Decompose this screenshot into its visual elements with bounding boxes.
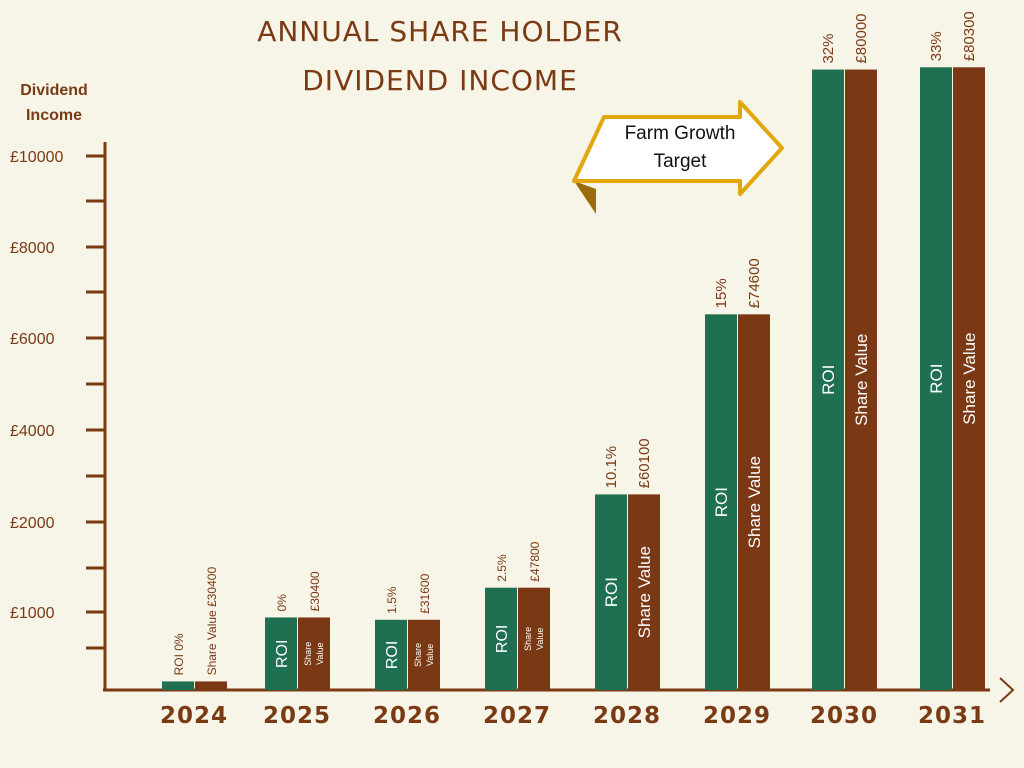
roi-value-label: ROI 0%: [172, 633, 186, 675]
y-axis-label-line1: Dividend: [20, 82, 88, 99]
roi-value-label: 2.5%: [495, 554, 509, 582]
roi-value-label: 1.5%: [385, 586, 399, 614]
roi-inner-label: ROI: [927, 364, 946, 394]
x-tick-label: 2027: [483, 703, 551, 729]
share-value-bar: [298, 617, 330, 690]
roi-bar: [705, 314, 737, 690]
roi-bar: [812, 69, 844, 691]
y-axis-label-line2: Income: [25, 107, 82, 124]
roi-bar: [920, 67, 952, 690]
share-value-label: £31600: [418, 573, 432, 613]
share-value-bar: [738, 314, 770, 690]
share-inner-label: Value: [535, 628, 545, 650]
share-value-bar: [953, 67, 985, 690]
share-inner-label: Share Value: [852, 334, 871, 426]
y-tick-label: £4000: [10, 423, 55, 440]
share-value-bar: [408, 619, 440, 690]
share-inner-label: Share: [413, 643, 423, 667]
share-inner-label: Share: [523, 627, 533, 651]
roi-value-label: 10.1%: [603, 446, 620, 489]
y-axis-label: Dividend Income: [8, 78, 100, 128]
roi-inner-label: ROI: [602, 577, 621, 607]
roi-bar: [375, 619, 407, 690]
callout-shadow: [574, 181, 596, 214]
roi-inner-label: ROI: [494, 625, 511, 653]
share-inner-label: Value: [425, 644, 435, 666]
y-tick-label: £1000: [10, 605, 55, 622]
x-tick-label: 2024: [160, 703, 228, 729]
x-tick-label: 2028: [593, 703, 661, 729]
share-value-label: £80300: [961, 11, 978, 61]
x-tick-label: 2031: [918, 703, 986, 729]
share-inner-label: Share: [303, 642, 313, 666]
share-inner-label: Share Value: [745, 456, 764, 548]
roi-inner-label: ROI: [384, 641, 401, 669]
share-value-bar: [845, 69, 877, 691]
share-value-label: Share Value £30400: [205, 567, 219, 676]
bars: [162, 67, 985, 691]
callout-text-line1: Farm Growth: [624, 123, 736, 144]
x-tick-label: 2025: [263, 703, 331, 729]
callout-text-line2: Target: [653, 151, 707, 172]
roi-value-label: 15%: [713, 278, 730, 308]
labels: ROI 0% Share Value £30400 2024 0% £30400 ROI S…: [160, 11, 986, 729]
roi-inner-label: ROI: [819, 365, 838, 395]
y-tick-label: £8000: [10, 240, 55, 257]
share-value-bar: [628, 494, 660, 690]
roi-bar: [265, 617, 297, 690]
roi-value-label: 32%: [820, 34, 837, 64]
y-tick-label: £6000: [10, 331, 55, 348]
roi-value-label: 33%: [928, 31, 945, 61]
roi-inner-label: ROI: [274, 640, 291, 668]
roi-bar: [162, 681, 194, 690]
chart-title-line1: ANNUAL SHARE HOLDER: [257, 15, 623, 48]
share-value-label: £74600: [746, 258, 763, 308]
share-value-label: £80000: [853, 13, 870, 63]
x-axis-arrow: [999, 677, 1015, 703]
share-value-label: £60100: [636, 438, 653, 488]
roi-inner-label: ROI: [712, 487, 731, 517]
x-tick-label: 2030: [810, 703, 878, 729]
share-value-label: £47800: [528, 541, 542, 581]
x-tick-label: 2026: [373, 703, 441, 729]
share-value-label: £30400: [308, 571, 322, 611]
share-value-bar: [195, 681, 227, 690]
share-inner-label: Share Value: [960, 332, 979, 424]
roi-bar: [595, 494, 627, 690]
callout-arrow: [572, 100, 784, 214]
y-tick-label: £2000: [10, 515, 55, 532]
x-tick-label: 2029: [703, 703, 771, 729]
y-tick-label: £10000: [10, 149, 63, 166]
roi-value-label: 0%: [275, 594, 289, 612]
roi-bar: [485, 587, 517, 690]
share-inner-label: Value: [315, 643, 325, 665]
share-inner-label: Share Value: [635, 546, 654, 638]
share-value-bar: [518, 587, 550, 690]
chart-title-line2: DIVIDEND INCOME: [302, 64, 578, 97]
callout-body: [572, 100, 784, 196]
